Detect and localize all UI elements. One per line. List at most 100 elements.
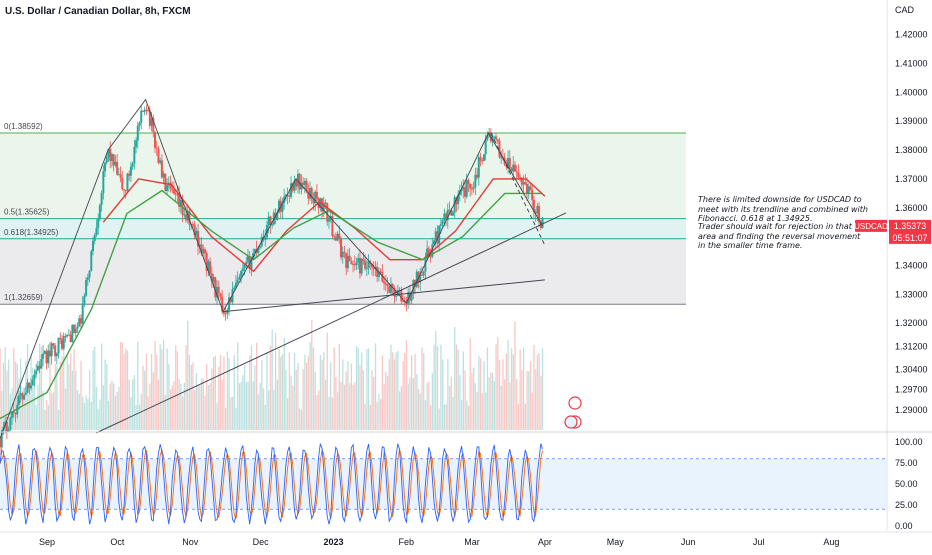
candle-body [384, 283, 387, 285]
volume-bar [171, 385, 173, 430]
candle-body [493, 136, 496, 138]
volume-bar [30, 355, 32, 430]
volume-bar [237, 342, 239, 430]
volume-bar [374, 343, 377, 430]
volume-bar [123, 353, 125, 430]
volume-bar [516, 379, 518, 430]
volume-bar [535, 369, 537, 430]
candle-body [67, 334, 70, 336]
candle-body [376, 266, 379, 277]
candle-body [495, 136, 498, 140]
time-tick-label: Jul [753, 537, 765, 547]
volume-bar [80, 360, 82, 430]
candle-body [367, 261, 370, 269]
volume-bar [118, 387, 120, 430]
volume-bar [433, 344, 435, 430]
candle-body [48, 350, 51, 357]
volume-bar [483, 361, 485, 430]
candle-body [383, 281, 386, 284]
candle-body [57, 337, 60, 354]
volume-bar [121, 342, 123, 430]
volume-bar [493, 381, 495, 430]
candle-body [324, 202, 327, 204]
candle-body [123, 189, 126, 191]
volume-bar [195, 373, 198, 430]
volume-bar [132, 379, 134, 430]
candle-body [171, 188, 174, 190]
volume-bar [264, 404, 266, 430]
candle-body [150, 118, 153, 126]
candle-body [0, 430, 3, 448]
volume-bar [147, 396, 149, 430]
volume-bar [330, 362, 332, 430]
volume-bar [192, 362, 194, 430]
candle-body [472, 187, 475, 189]
candle-body [531, 189, 534, 200]
volume-bar [366, 349, 368, 430]
volume-bar [428, 381, 430, 430]
candle-body [360, 258, 363, 274]
candle-body [352, 263, 355, 265]
volume-bar [293, 353, 296, 430]
volume-bar [221, 380, 223, 430]
volume-bar [102, 385, 105, 430]
volume-bar [412, 378, 415, 430]
volume-bar [119, 342, 122, 430]
volume-bar [361, 352, 363, 430]
candle-body [303, 180, 306, 185]
candle-body [340, 238, 343, 258]
candle-body [143, 109, 146, 112]
candle-body [512, 164, 515, 172]
volume-bar [106, 364, 108, 430]
candle-body [147, 110, 150, 112]
candle-body [519, 177, 522, 179]
candle-body [326, 203, 329, 222]
volume-bar [156, 354, 158, 430]
candle-body [278, 200, 281, 213]
candle-body [455, 197, 458, 205]
time-tick-label: Apr [538, 537, 552, 547]
volume-bar [528, 371, 530, 430]
candle-body [290, 183, 293, 197]
candle-body [21, 393, 24, 400]
volume-bar [109, 383, 111, 430]
volume-bar [47, 404, 49, 430]
volume-bar [476, 392, 478, 430]
candle-body [243, 264, 246, 269]
volume-bar [32, 367, 34, 430]
volume-bar [367, 348, 370, 430]
oscillator-tick-label: 0.00 [895, 521, 913, 531]
volume-bar [39, 343, 41, 430]
volume-bar [373, 376, 375, 430]
candle-body [312, 199, 315, 204]
volume-bar [359, 364, 361, 430]
candle-body [245, 261, 248, 265]
candle-body [393, 288, 396, 297]
volume-bar [126, 350, 129, 430]
volume-bar [11, 388, 13, 430]
volume-bar [342, 359, 344, 430]
candle-body [164, 173, 167, 191]
volume-bar [242, 375, 244, 430]
candle-body [229, 297, 232, 303]
volume-bar [502, 359, 504, 430]
candle-body [90, 251, 93, 271]
candle-body [451, 212, 454, 216]
candle-body [433, 240, 436, 245]
volume-bar [70, 353, 72, 430]
volume-bar [292, 385, 294, 430]
candle-body [114, 161, 117, 166]
symbol-badge [855, 219, 887, 232]
candle-body [209, 261, 212, 274]
candle-body [152, 118, 155, 133]
volume-bar [459, 374, 461, 430]
volume-bar [440, 344, 442, 430]
volume-bar [488, 377, 490, 430]
volume-bar [457, 349, 459, 430]
price-tick-label: 1.34000 [895, 261, 928, 271]
candle-body [203, 249, 206, 253]
volume-bar [331, 397, 334, 430]
volume-bar [485, 392, 487, 430]
volume-bar [398, 391, 401, 430]
